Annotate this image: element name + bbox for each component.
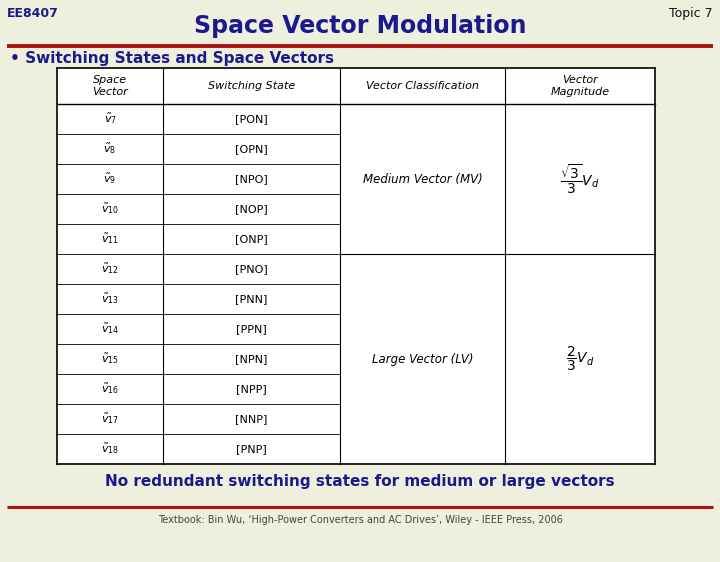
Text: Switching State: Switching State — [208, 81, 295, 91]
Text: $\tilde{v}_{11}$: $\tilde{v}_{11}$ — [101, 232, 119, 247]
Text: $\tilde{v}_8$: $\tilde{v}_8$ — [104, 142, 117, 156]
Text: [NPN]: [NPN] — [235, 354, 268, 364]
Text: • Switching States and Space Vectors: • Switching States and Space Vectors — [10, 51, 334, 66]
Text: [PNP]: [PNP] — [236, 444, 267, 454]
Text: EE8407: EE8407 — [7, 7, 59, 20]
Text: $\tilde{v}_{15}$: $\tilde{v}_{15}$ — [101, 352, 119, 366]
Text: $\tilde{v}_9$: $\tilde{v}_9$ — [104, 171, 117, 187]
Bar — [57, 68, 655, 464]
Text: $\dfrac{2}{3}V_d$: $\dfrac{2}{3}V_d$ — [566, 345, 594, 373]
Text: No redundant switching states for medium or large vectors: No redundant switching states for medium… — [105, 474, 615, 489]
Text: $\tilde{v}_{14}$: $\tilde{v}_{14}$ — [101, 321, 119, 337]
Text: $\tilde{v}_{18}$: $\tilde{v}_{18}$ — [101, 442, 119, 456]
Text: $\tilde{v}_{10}$: $\tilde{v}_{10}$ — [101, 202, 119, 216]
Text: [NOP]: [NOP] — [235, 204, 268, 214]
Text: $\tilde{v}_7$: $\tilde{v}_7$ — [104, 111, 117, 126]
Text: $\tilde{v}_{17}$: $\tilde{v}_{17}$ — [101, 411, 119, 427]
Text: Medium Vector (MV): Medium Vector (MV) — [363, 173, 482, 185]
Text: Vector Classification: Vector Classification — [366, 81, 479, 91]
Text: [ONP]: [ONP] — [235, 234, 268, 244]
Text: [NPP]: [NPP] — [236, 384, 267, 394]
Text: Textbook: Bin Wu, ‘High-Power Converters and AC Drives’, Wiley - IEEE Press, 200: Textbook: Bin Wu, ‘High-Power Converters… — [158, 515, 562, 525]
Text: Large Vector (LV): Large Vector (LV) — [372, 352, 473, 365]
Text: Space Vector Modulation: Space Vector Modulation — [194, 14, 526, 38]
Text: Vector
Magnitude: Vector Magnitude — [550, 75, 610, 97]
Text: [NPO]: [NPO] — [235, 174, 268, 184]
Text: $\tilde{v}_{16}$: $\tilde{v}_{16}$ — [101, 382, 119, 396]
Text: [OPN]: [OPN] — [235, 144, 268, 154]
Text: [PNN]: [PNN] — [235, 294, 268, 304]
Text: [PNO]: [PNO] — [235, 264, 268, 274]
Text: $\tilde{v}_{12}$: $\tilde{v}_{12}$ — [101, 261, 119, 277]
Text: $\tilde{v}_{13}$: $\tilde{v}_{13}$ — [101, 292, 119, 306]
Text: $\dfrac{\sqrt{3}}{3}V_d$: $\dfrac{\sqrt{3}}{3}V_d$ — [560, 162, 600, 196]
Text: Topic 7: Topic 7 — [670, 7, 713, 20]
Text: [PPN]: [PPN] — [236, 324, 267, 334]
Text: [PON]: [PON] — [235, 114, 268, 124]
Text: Space
Vector: Space Vector — [92, 75, 128, 97]
Text: [NNP]: [NNP] — [235, 414, 268, 424]
